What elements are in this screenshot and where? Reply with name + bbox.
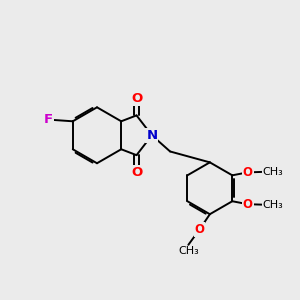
Text: O: O <box>194 223 205 236</box>
Text: F: F <box>44 113 53 126</box>
Text: N: N <box>146 129 158 142</box>
Text: CH₃: CH₃ <box>263 167 284 177</box>
Text: O: O <box>131 166 142 179</box>
Text: O: O <box>131 92 142 105</box>
Text: CH₃: CH₃ <box>178 246 199 256</box>
Text: O: O <box>243 198 253 211</box>
Text: CH₃: CH₃ <box>263 200 284 210</box>
Text: O: O <box>243 166 253 179</box>
